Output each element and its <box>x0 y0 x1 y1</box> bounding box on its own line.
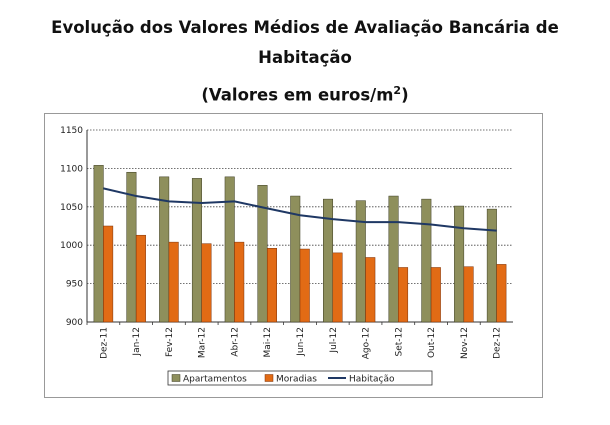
y-tick-label: 900 <box>66 318 83 328</box>
bar-moradias <box>365 257 376 323</box>
y-tick-label: 1100 <box>60 164 83 174</box>
legend-label-apartamentos: Apartamentos <box>183 375 247 385</box>
x-tick-label: Jan-12 <box>132 327 142 357</box>
bar-moradias <box>398 267 409 323</box>
x-tick-label: Nov-12 <box>460 327 470 359</box>
bar-apartamentos <box>93 165 104 323</box>
bar-moradias <box>430 267 441 323</box>
bar-apartamentos <box>454 205 465 323</box>
bar-apartamentos <box>355 200 366 323</box>
bar-moradias <box>168 241 179 323</box>
bar-moradias <box>201 243 212 323</box>
legend-swatch-moradias <box>264 374 274 382</box>
y-tick-label: 950 <box>66 280 83 290</box>
x-tick-label: Jul-12 <box>329 327 339 354</box>
bar-moradias <box>299 248 310 323</box>
bar-apartamentos <box>224 176 235 323</box>
x-tick-label: Ago-12 <box>362 327 372 359</box>
subtitle-suffix: ) <box>401 85 409 105</box>
bar-apartamentos <box>191 178 202 323</box>
chart-subtitle: (Valores em euros/m2) <box>0 84 610 105</box>
bar-moradias <box>135 234 146 323</box>
bar-moradias <box>332 252 343 323</box>
chart-frame <box>44 113 543 398</box>
x-tick-label: Mai-12 <box>263 327 273 357</box>
legend-box <box>167 370 433 386</box>
bar-apartamentos <box>159 176 170 323</box>
y-tick-label: 1150 <box>60 126 83 136</box>
subtitle-superscript: 2 <box>393 84 402 97</box>
x-tick-label: Out-12 <box>427 327 437 358</box>
chart-title: Evolução dos Valores Médios de Avaliação… <box>51 18 559 37</box>
legend-label-habitacao: Habitação <box>349 375 395 385</box>
chart-title-line2: Habitação <box>258 48 352 67</box>
y-tick-label: 1050 <box>60 203 83 213</box>
bar-apartamentos <box>388 195 399 323</box>
x-tick-label: Abr-12 <box>230 327 240 357</box>
legend-label-moradias: Moradias <box>276 375 317 385</box>
x-tick-label: Dez-11 <box>99 327 109 359</box>
bar-moradias <box>103 225 114 323</box>
bar-apartamentos <box>486 208 497 323</box>
bar-apartamentos <box>421 198 432 323</box>
subtitle-text: (Valores em euros/m <box>201 85 394 105</box>
bar-moradias <box>234 241 245 323</box>
y-tick-label: 1000 <box>60 241 83 251</box>
bar-moradias <box>266 248 277 323</box>
legend-swatch-apartamentos <box>171 374 181 382</box>
x-tick-label: Dez-12 <box>493 327 503 359</box>
line-habitacao <box>103 187 497 232</box>
x-tick-label: Set-12 <box>394 327 404 356</box>
bar-moradias <box>463 266 474 323</box>
bar-moradias <box>496 264 507 323</box>
x-tick-label: Fev-12 <box>165 327 175 357</box>
x-tick-label: Mar-12 <box>198 327 208 358</box>
x-tick-label: Jun-12 <box>296 327 306 357</box>
